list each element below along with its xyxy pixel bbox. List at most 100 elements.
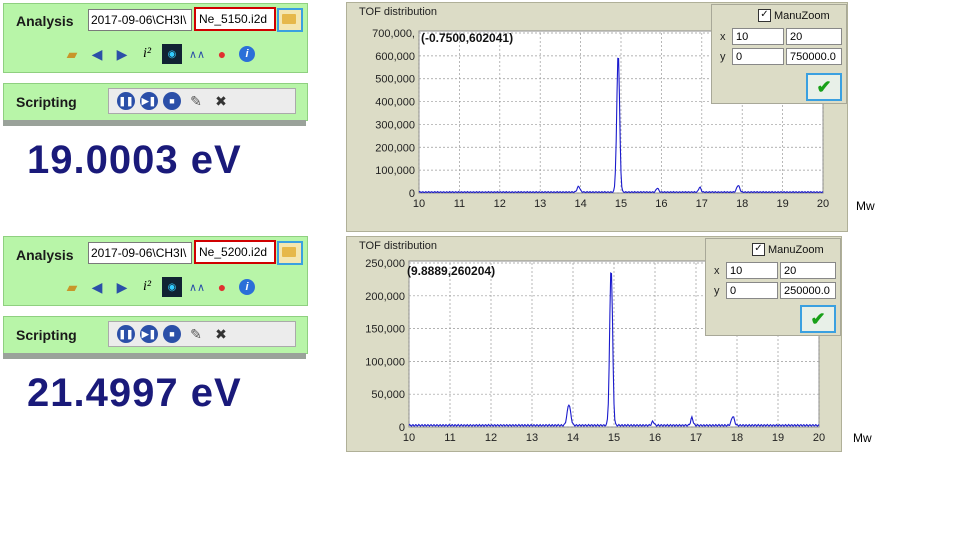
manuzoom-checkbox[interactable]: ✓ ManuZoom [758,9,830,22]
zoom-x-label: x [720,31,726,43]
scripting-panel-1: Scripting ❚❚ ▶❚ ■ ✎ ✖ [3,83,308,121]
i-squared-icon[interactable]: i² [142,279,152,294]
next-icon[interactable]: ▶ [116,278,128,295]
y-tick-label: 700,000, [372,28,415,40]
y-tick-label: 400,000 [375,97,415,109]
zoom-y-min-input[interactable]: 0 [732,48,784,65]
pause-icon[interactable]: ❚❚ [117,325,135,343]
y-tick-label: 0 [399,422,405,434]
divider [3,353,306,359]
detector-icon[interactable]: ◉ [162,277,182,297]
file-name-field[interactable]: Ne_5200.i2d [194,240,276,264]
x-tick-label: 10 [413,198,425,210]
i-squared-icon[interactable]: i² [142,46,152,61]
pause-icon[interactable]: ❚❚ [117,92,135,110]
x-tick-label: 14 [567,432,579,444]
zoom-y-min-input[interactable]: 0 [726,282,778,299]
apply-zoom-button[interactable]: ✔ [800,305,836,333]
cursor-readout: (-0.7500,602041) [421,31,514,45]
x-tick-label: 13 [526,432,538,444]
edit-script-icon[interactable]: ✎ [190,325,202,342]
script-controls: ❚❚ ▶❚ ■ ✎ ✖ [108,88,296,114]
tof-trace [418,57,824,194]
script-controls: ❚❚ ▶❚ ■ ✎ ✖ [108,321,296,347]
scripting-panel-2: Scripting ❚❚ ▶❚ ■ ✎ ✖ [3,316,308,354]
path-field[interactable]: 2017-09-06\CH3I\ [88,9,192,31]
browse-folder-button[interactable] [277,241,303,265]
stop-icon[interactable]: ■ [163,325,181,343]
scripting-label: Scripting [16,94,77,110]
info-icon[interactable]: i [237,277,257,297]
x-tick-label: 11 [454,198,465,210]
zoom-y-max-input[interactable]: 750000.0 [786,48,842,65]
x-tick-label: 19 [772,432,784,444]
spectrum-icon[interactable]: ∧∧ [188,48,206,61]
side-label: Mw [853,431,872,445]
apply-zoom-button[interactable]: ✔ [806,73,842,101]
path-field[interactable]: 2017-09-06\CH3I\ [88,242,192,264]
zoom-x-min-input[interactable]: 10 [732,28,784,45]
manuzoom-box: ✓ ManuZoom x y 10 20 0 250000.0 ✔ [705,238,841,336]
analysis-label: Analysis [16,13,74,29]
zoom-y-label: y [714,285,720,297]
open-folder-icon[interactable]: ▰ [66,45,78,62]
tof-chart-frame-2: TOF distribution 10 11 12 13 14 15 16 17 18 19 20 0… [346,236,842,452]
zoom-x-max-input[interactable]: 20 [780,262,836,279]
info-icon[interactable]: i [237,44,257,64]
x-tick-label: 10 [403,432,415,444]
zoom-x-max-input[interactable]: 20 [786,28,842,45]
cursor-readout: (9.8889,260204) [407,264,496,278]
manuzoom-label: ManuZoom [768,243,824,256]
y-tick-label: 50,000 [371,389,405,401]
file-name-field[interactable]: Ne_5150.i2d [194,7,276,31]
zoom-x-min-input[interactable]: 10 [726,262,778,279]
spectrum-icon[interactable]: ∧∧ [188,281,206,294]
y-tick-label: 250,000 [365,258,405,270]
zoom-x-label: x [714,265,720,277]
record-icon[interactable]: ● [217,46,227,62]
open-folder-icon[interactable]: ▰ [66,278,78,295]
x-tick-label: 19 [776,198,788,210]
y-tick-label: 200,000 [375,142,415,154]
manuzoom-checkbox[interactable]: ✓ ManuZoom [752,243,824,256]
x-tick-label: 17 [696,198,708,210]
analysis-toolbar: ▰ ◀ ▶ i² ◉ ∧∧ ● i [62,44,257,64]
tof-chart-frame-1: TOF distribution 10 11 12 13 14 15 16 17 18 19 20 0… [346,2,848,232]
x-tick-label: 15 [608,432,620,444]
manuzoom-box: ✓ ManuZoom x y 10 20 0 750000.0 ✔ [711,4,847,104]
browse-folder-button[interactable] [277,8,303,32]
analysis-panel-2: Analysis 2017-09-06\CH3I\ Ne_5200.i2d ▰ … [3,236,308,306]
x-tick-label: 14 [574,198,586,210]
stop-icon[interactable]: ■ [163,92,181,110]
step-icon[interactable]: ▶❚ [140,325,158,343]
side-label: Mw [856,199,875,213]
record-icon[interactable]: ● [217,279,227,295]
previous-icon[interactable]: ◀ [91,45,103,62]
divider [3,120,306,126]
edit-script-icon[interactable]: ✎ [190,92,202,109]
next-icon[interactable]: ▶ [116,45,128,62]
analysis-panel-1: Analysis 2017-09-06\CH3I\ Ne_5150.i2d ▰ … [3,3,308,73]
scripting-label: Scripting [16,327,77,343]
x-tick-label: 20 [813,432,825,444]
x-tick-label: 12 [485,432,497,444]
detector-icon[interactable]: ◉ [162,44,182,64]
tof-trace [408,272,820,428]
x-tick-label: 12 [494,198,506,210]
y-tick-label: 500,000 [375,74,415,86]
check-icon: ✓ [758,9,771,22]
tools-icon[interactable]: ✖ [215,92,227,109]
zoom-y-max-input[interactable]: 250000.0 [780,282,836,299]
previous-icon[interactable]: ◀ [91,278,103,295]
x-tick-label: 16 [649,432,661,444]
tools-icon[interactable]: ✖ [215,325,227,342]
x-tick-label: 17 [690,432,702,444]
x-tick-label: 13 [534,198,546,210]
chart-title: TOF distribution [359,240,438,252]
y-tick-label: 600,000 [375,51,415,63]
x-tick-label: 20 [817,198,829,210]
y-tick-label: 100,000 [375,165,415,177]
step-icon[interactable]: ▶❚ [140,92,158,110]
y-tick-label: 200,000 [365,291,405,303]
manuzoom-label: ManuZoom [774,9,830,22]
